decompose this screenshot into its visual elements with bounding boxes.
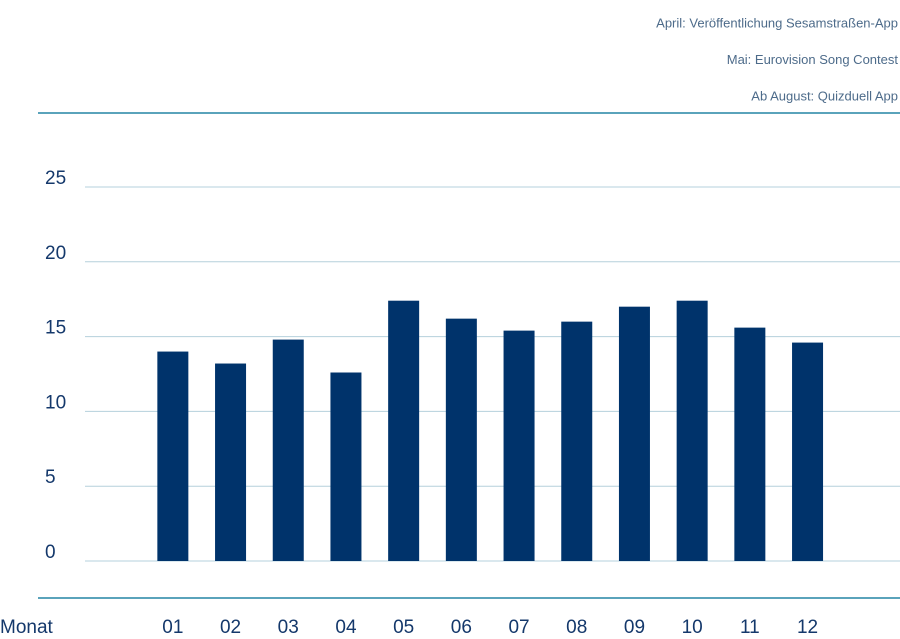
x-tick-label: 10	[682, 617, 703, 638]
bar	[215, 363, 247, 561]
x-tick-label: 12	[797, 617, 818, 638]
bar	[157, 351, 189, 561]
y-tick-label: 0	[45, 542, 56, 563]
y-tick-label: 25	[45, 168, 66, 189]
bar	[792, 342, 824, 561]
y-tick-label: 5	[45, 467, 56, 488]
bar	[618, 306, 650, 561]
x-tick-label: 05	[393, 617, 414, 638]
bar	[445, 318, 477, 561]
bar	[388, 300, 420, 561]
x-tick-label: 11	[740, 617, 760, 638]
x-tick-label: 04	[335, 617, 357, 638]
annotation: Mai: Eurovision Song Contest	[727, 52, 899, 67]
x-tick-label: 06	[451, 617, 472, 638]
bar	[676, 300, 708, 561]
x-tick-label: 08	[566, 617, 587, 638]
x-tick-label: 03	[278, 617, 299, 638]
bar	[330, 372, 362, 561]
bar	[272, 339, 304, 561]
y-tick-label: 20	[45, 243, 66, 264]
annotation: April: Veröffentlichung Sesamstraßen-App	[656, 15, 898, 30]
y-tick-label: 15	[45, 318, 66, 339]
x-tick-label: 02	[220, 617, 241, 638]
x-tick-label: 07	[508, 617, 529, 638]
x-axis-label: Monat	[0, 617, 54, 638]
bar	[734, 327, 766, 561]
y-tick-label: 10	[45, 392, 66, 413]
bar	[503, 330, 535, 561]
x-tick-label: 09	[624, 617, 645, 638]
annotation: Ab August: Quizduell App	[751, 88, 898, 103]
bar	[561, 321, 593, 561]
x-tick-label: 01	[162, 617, 183, 638]
